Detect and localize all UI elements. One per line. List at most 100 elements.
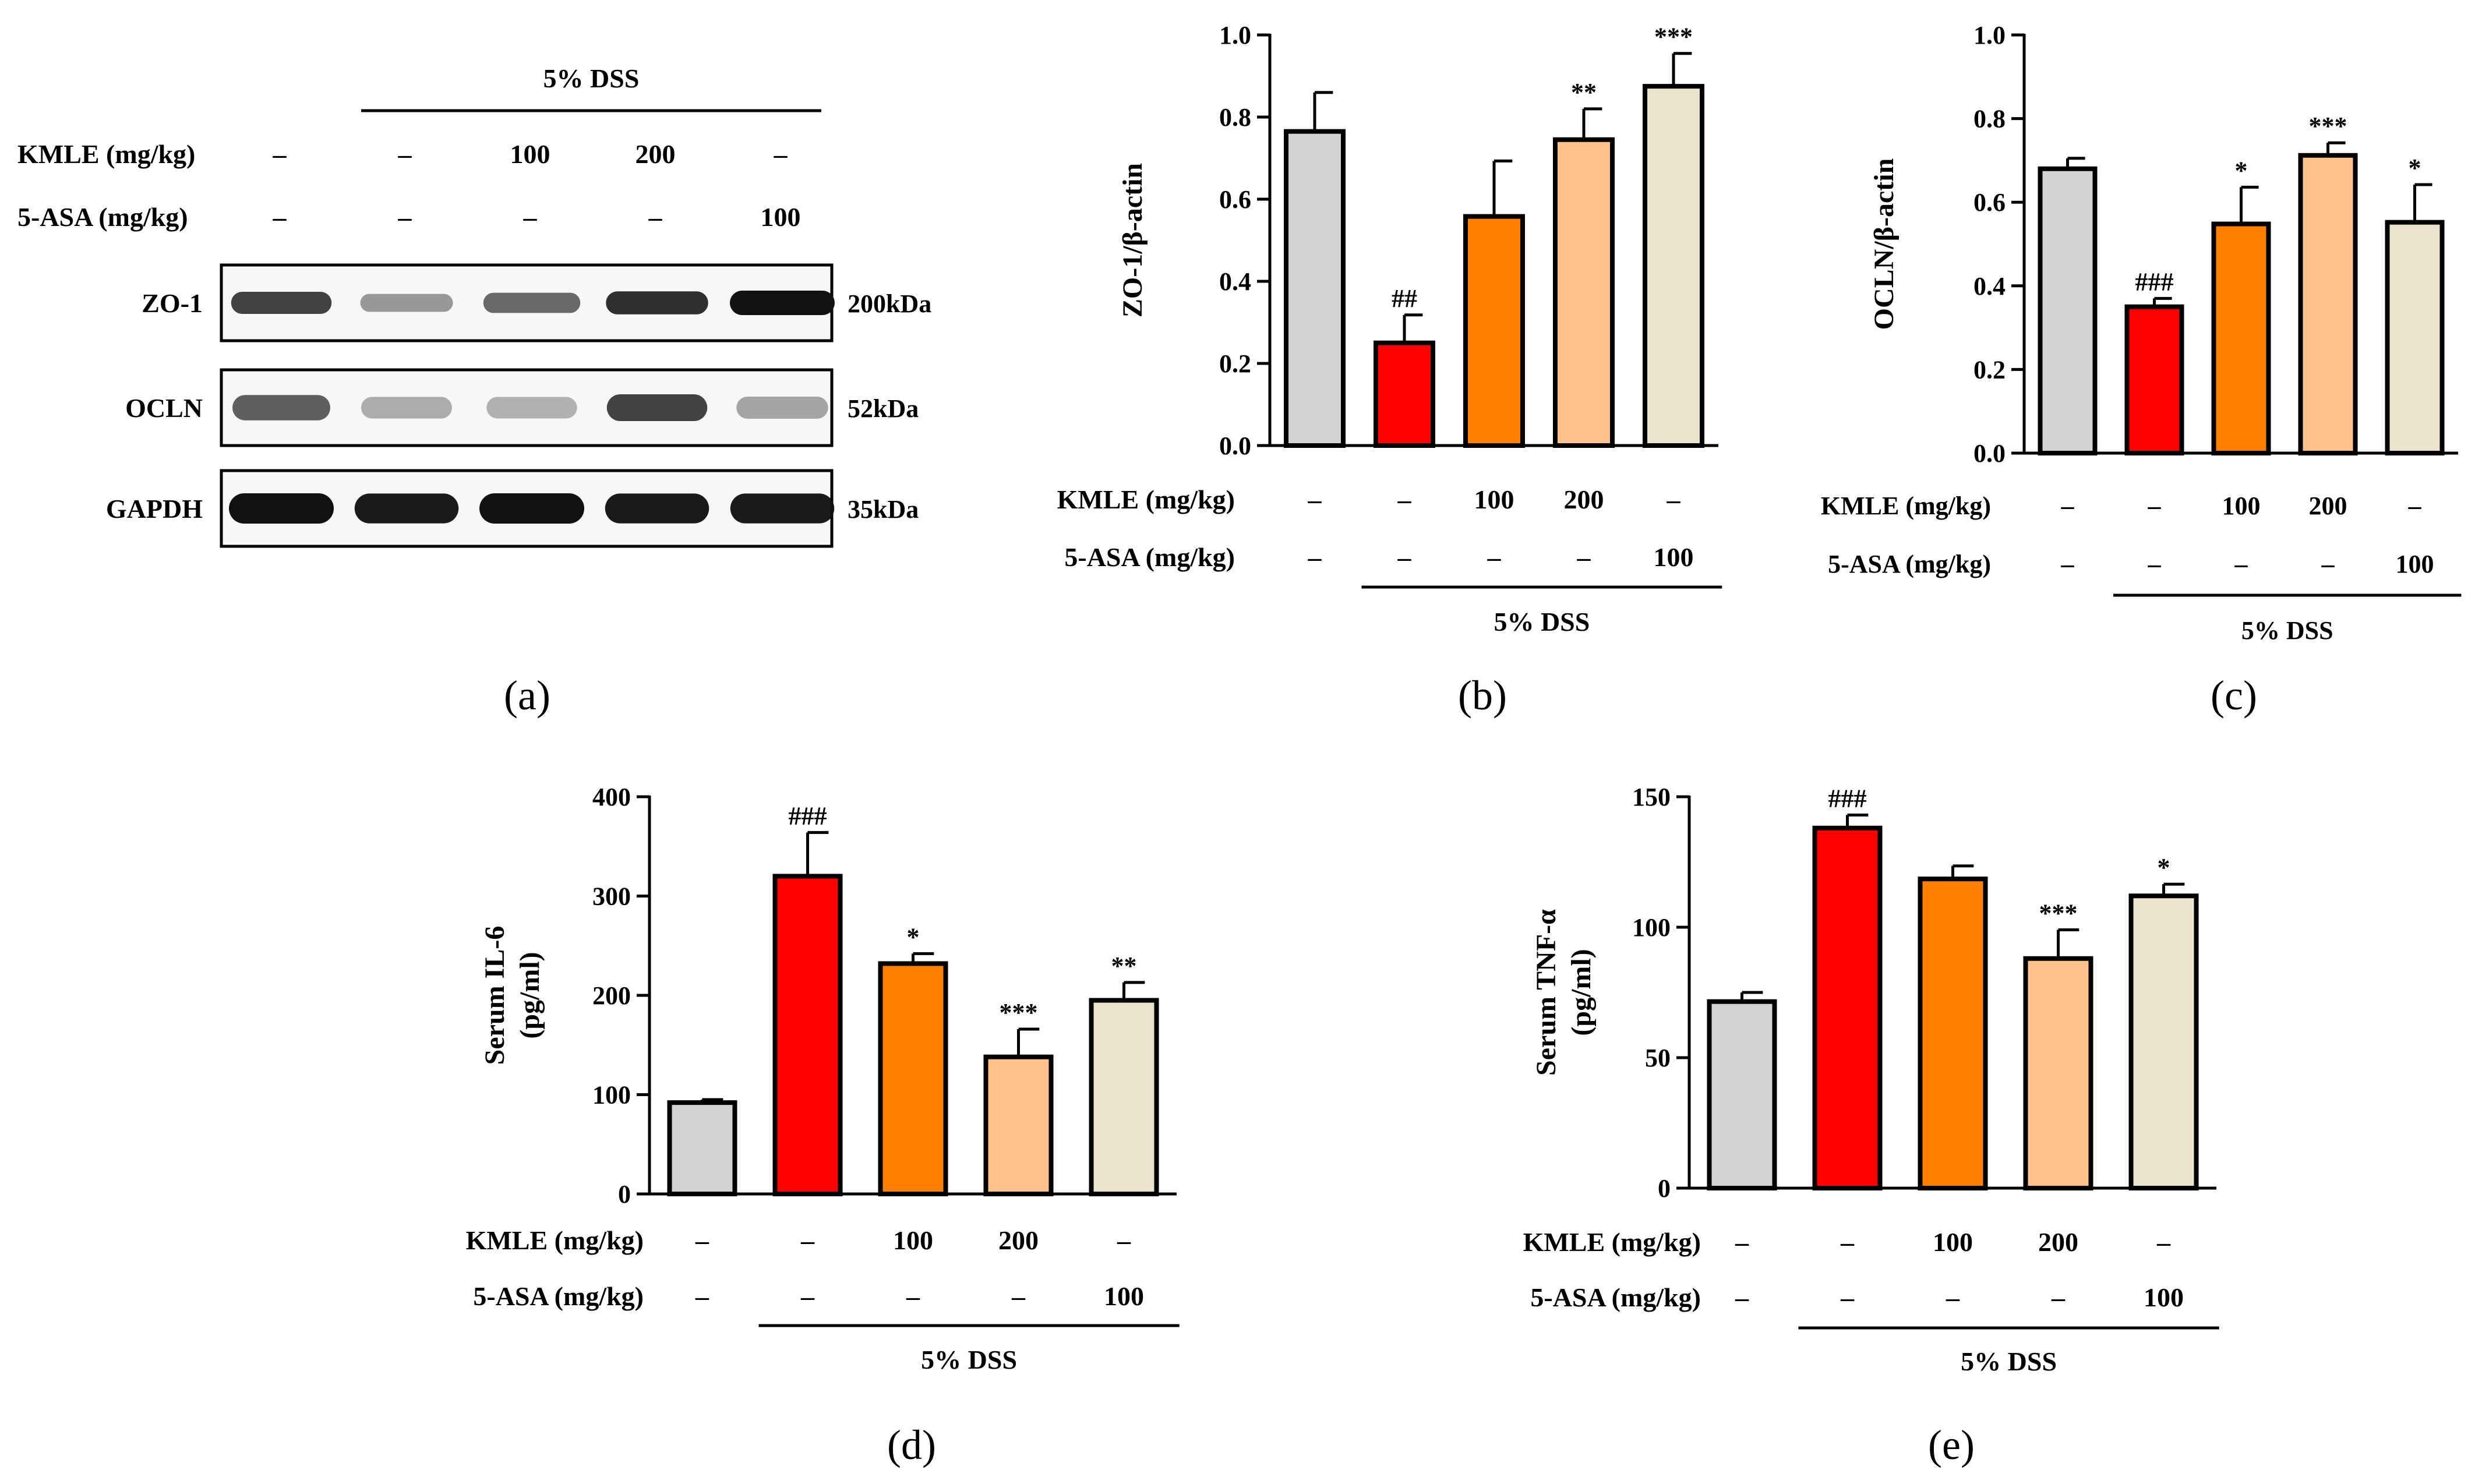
kmle-row-value: – xyxy=(1667,485,1681,514)
significance-label: *** xyxy=(2039,899,2078,927)
asa-row-label: 5-ASA (mg/kg) xyxy=(1828,550,1991,578)
dss-group-label: 5% DSS xyxy=(921,1345,1017,1375)
y-tick-label: 100 xyxy=(1632,913,1671,942)
y-tick-label: 400 xyxy=(592,783,631,811)
panel-a-caption: (a) xyxy=(504,672,550,719)
panel-caption: (e) xyxy=(1928,1422,1975,1468)
panel-a-western-blot: 5% DSS KMLE (mg/kg) 5-ASA (mg/kg) – – 100 2… xyxy=(17,63,931,719)
kmle-row-value: – xyxy=(1117,1225,1131,1255)
bar xyxy=(1553,137,1615,448)
y-tick-label: 200 xyxy=(592,981,631,1010)
y-tick-label: 1.0 xyxy=(1219,21,1251,50)
significance-label: *** xyxy=(1000,998,1038,1027)
panel-a-kmle-value: 200 xyxy=(635,139,676,169)
y-tick-label: 0.4 xyxy=(1219,267,1251,296)
blot-protein-label: OCLN xyxy=(125,393,203,423)
y-tick-label: 0.0 xyxy=(1973,439,2006,468)
asa-row-value: – xyxy=(800,1281,815,1311)
bar xyxy=(772,874,843,1196)
panel-a-kmle-value: – xyxy=(273,139,287,169)
y-tick-label: 100 xyxy=(592,1081,631,1110)
kmle-row-value: – xyxy=(2148,492,2162,520)
y-tick-label: 0.0 xyxy=(1219,432,1251,460)
blot-band xyxy=(231,292,332,314)
y-axis-label: OCLN/β-actin xyxy=(1869,158,1900,330)
bar xyxy=(2128,893,2199,1190)
asa-row-value: – xyxy=(1735,1282,1749,1312)
significance-label: * xyxy=(2409,154,2421,182)
bar xyxy=(1284,129,1346,448)
significance-label: * xyxy=(907,923,920,951)
blot-band xyxy=(486,397,577,419)
asa-row-value: – xyxy=(1840,1282,1855,1312)
dss-group-label: 5% DSS xyxy=(1494,607,1590,637)
kmle-row-value: 200 xyxy=(2309,492,2347,520)
y-tick-label: 0.6 xyxy=(1973,188,2006,217)
bar xyxy=(878,961,948,1196)
blot-band xyxy=(605,493,709,524)
significance-label: ** xyxy=(1571,78,1597,107)
asa-row-value: – xyxy=(1577,542,1591,572)
asa-row-label: 5-ASA (mg/kg) xyxy=(1530,1282,1701,1312)
asa-row-value: – xyxy=(2234,550,2248,578)
kmle-row-value: – xyxy=(800,1225,815,1255)
significance-label: * xyxy=(2235,156,2248,185)
asa-row-value: – xyxy=(906,1281,920,1311)
kmle-row-value: – xyxy=(1308,485,1322,514)
asa-row-value: – xyxy=(1946,1282,1960,1312)
y-tick-label: 0.2 xyxy=(1219,349,1251,378)
blot-band xyxy=(354,493,459,524)
y-tick-label: 0 xyxy=(1658,1174,1671,1203)
asa-row-value: – xyxy=(1308,542,1322,572)
kmle-row-label: KMLE (mg/kg) xyxy=(1057,485,1235,514)
y-axis-label: ZO-1/β-actin xyxy=(1117,163,1148,317)
kmle-row-value: 100 xyxy=(2222,492,2261,520)
blot-band xyxy=(730,493,835,524)
bar xyxy=(1374,340,1435,448)
panel-a-asa-value: 100 xyxy=(761,202,801,232)
panel-caption: (d) xyxy=(887,1422,936,1468)
kmle-row-label: KMLE (mg/kg) xyxy=(1821,492,1991,520)
blot-band xyxy=(483,292,581,313)
panel-a-asa-value: – xyxy=(523,202,538,232)
y-tick-label: 0 xyxy=(618,1180,631,1209)
kmle-row-value: – xyxy=(2156,1227,2171,1257)
kmle-row-label: KMLE (mg/kg) xyxy=(1523,1227,1701,1257)
panel-a-kmle-value: 100 xyxy=(510,139,550,169)
bar xyxy=(2298,153,2358,455)
bar xyxy=(2124,304,2184,456)
bar xyxy=(1463,214,1525,448)
asa-row-value: 100 xyxy=(2144,1282,2184,1312)
y-tick-label: 1.0 xyxy=(1973,21,2006,50)
y-tick-label: 300 xyxy=(592,882,631,911)
y-axis-label: Serum TNF-α xyxy=(1531,909,1562,1076)
panel-a-asa-value: – xyxy=(398,202,412,232)
kmle-row-value: 200 xyxy=(1564,485,1604,514)
asa-row-value: – xyxy=(2051,1282,2066,1312)
blot-band xyxy=(730,291,835,315)
significance-label: ** xyxy=(1111,952,1137,980)
dss-group-label: 5% DSS xyxy=(1961,1347,2057,1376)
blot-protein-label: ZO-1 xyxy=(142,288,203,318)
kmle-row-value: – xyxy=(695,1225,709,1255)
y-tick-label: 0.8 xyxy=(1973,105,2006,133)
bar xyxy=(1918,877,1988,1190)
kmle-row-value: – xyxy=(2061,492,2075,520)
y-tick-label: 0.4 xyxy=(1973,272,2006,301)
dss-group-label: 5% DSS xyxy=(2241,616,2333,645)
panel-caption: (c) xyxy=(2211,672,2257,719)
bar xyxy=(2038,166,2098,455)
blot-band xyxy=(606,394,708,421)
significance-label: ## xyxy=(1392,284,1417,313)
kmle-row-value: – xyxy=(1735,1227,1749,1257)
blot-size-label: 35kDa xyxy=(848,495,919,524)
significance-label: ### xyxy=(1828,784,1867,812)
blot-band xyxy=(361,397,452,419)
panel-a-asa-label: 5-ASA (mg/kg) xyxy=(17,202,188,232)
asa-row-label: 5-ASA (mg/kg) xyxy=(1064,542,1235,572)
significance-label: *** xyxy=(2309,112,2347,140)
